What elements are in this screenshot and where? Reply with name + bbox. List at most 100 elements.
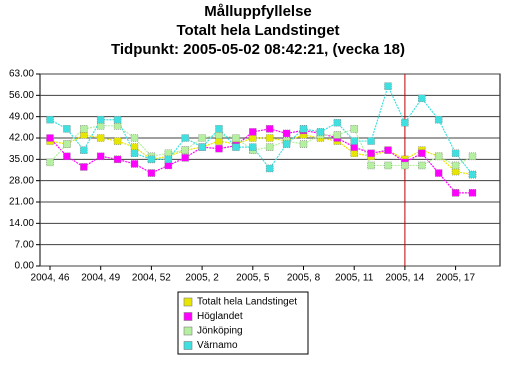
data-point [181,154,189,162]
data-point [198,134,206,142]
legend-marker [183,297,193,307]
chart-subtitle: Totalt hela Landstinget [176,22,339,39]
x-tick-label: 2004, 49 [81,273,120,284]
data-point [96,115,105,124]
data-point [468,189,477,197]
data-point [63,152,71,161]
data-point [130,160,139,168]
data-point [350,143,359,151]
legend-marker [183,312,193,321]
x-tick-label: 2004, 46 [31,273,70,284]
data-point [350,137,359,145]
data-point [80,125,88,133]
series-line [49,84,473,175]
chart-caption: Tidpunkt: 2005-05-02 08:42:21, (vecka 18… [111,41,405,58]
data-point [96,122,105,130]
data-point [215,144,223,153]
data-point [80,131,88,139]
data-point [164,161,173,170]
legend-label: Värnamo [197,340,238,351]
data-point [130,143,139,151]
data-point [401,161,409,170]
legend-box [177,291,309,355]
data-point [265,134,274,142]
data-point [113,122,122,130]
chart-title: Målluppfyllelse [204,3,312,20]
x-tick-label: 2005, 17 [436,273,475,284]
data-point [350,149,359,158]
data-point [46,115,54,124]
data-point [367,137,375,145]
data-point [468,170,477,179]
data-point [147,169,156,177]
y-tick-label: 14.00 [9,218,34,229]
data-point [232,134,240,142]
x-tick-label: 2005, 11 [335,273,374,284]
data-point [113,137,122,145]
data-point [417,149,426,158]
data-point [164,149,173,158]
y-tick-label: 56.00 [9,90,34,101]
x-tick-label: 2005, 14 [385,273,424,284]
data-point [265,143,274,151]
data-point [215,125,223,133]
data-point [130,134,139,142]
legend-label: Jönköping [197,326,243,337]
y-tick-label: 63.00 [9,69,34,80]
data-point [181,134,189,142]
data-point [265,125,274,133]
y-tick-label: 21.00 [9,197,34,208]
data-point [164,155,173,164]
data-point [113,115,122,124]
data-point [451,161,460,170]
data-point [63,140,71,148]
data-point [130,149,139,158]
data-point [46,158,54,167]
data-point [451,149,460,158]
data-point [468,152,477,161]
y-tick-label: 0.00 [15,261,35,272]
legend-marker [183,326,193,336]
data-point [96,152,105,161]
data-point [249,143,257,151]
data-point [384,82,392,90]
x-tick-label: 2005, 5 [236,273,270,284]
data-point [401,118,409,127]
y-tick-label: 28.00 [9,175,34,186]
data-point [215,137,223,145]
data-point [333,131,342,139]
data-point [63,125,71,133]
data-point [417,94,426,103]
data-point [299,140,308,148]
data-point [46,134,54,142]
data-point [333,118,342,127]
data-point [451,167,460,176]
legend-label: Totalt hela Landstinget [197,297,297,308]
data-point [299,131,308,139]
data-point [249,128,257,136]
data-point [417,161,426,170]
y-tick-label: 42.00 [9,133,34,144]
data-point [316,128,325,136]
data-point [265,164,274,173]
data-point [282,140,291,148]
data-point [367,149,375,158]
data-point [249,134,257,142]
data-point [299,125,308,133]
data-point [181,146,189,154]
y-tick-label: 35.00 [9,154,34,165]
data-point [215,131,223,139]
data-point [80,146,88,154]
x-tick-label: 2004, 52 [132,273,171,284]
data-point [384,146,392,154]
x-tick-label: 2005, 8 [287,273,321,284]
data-point [451,189,460,197]
data-point [232,143,240,151]
legend-label: Höglandet [197,311,243,322]
data-point [282,129,291,138]
x-tick-label: 2005, 2 [185,273,219,284]
data-point [384,161,392,170]
data-point [113,155,122,164]
data-point [367,161,375,170]
y-tick-label: 7.00 [15,239,35,250]
